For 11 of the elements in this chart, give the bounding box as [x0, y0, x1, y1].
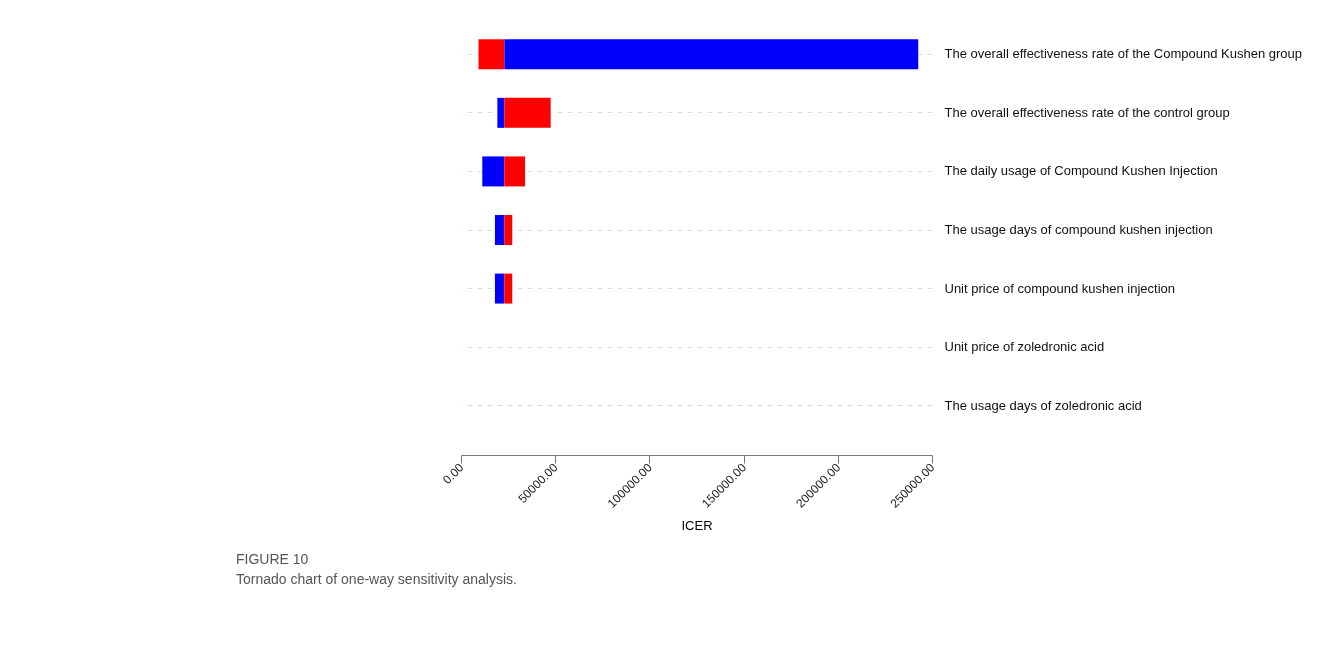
y-tick-label: The overall effectiveness rate of the control group: [944, 104, 1230, 120]
y-tick-label: The overall effectiveness rate of the Compound Kushen group: [944, 46, 1302, 62]
y-tick-label: Unit price of zoledronic acid: [944, 339, 1105, 355]
caption: FIGURE 10: [236, 551, 309, 567]
y-tick-label: Unit price of compound kushen injection: [944, 280, 1176, 296]
x-axis-title: ICER: [681, 517, 713, 533]
text: Tornado chart of one-way sensitivity analysis.: [236, 571, 517, 587]
y-tick-label: The daily usage of Compound Kushen Injection: [944, 163, 1218, 179]
y-tick-label: The usage days of zoledronic acid: [944, 397, 1142, 413]
y-tick-label: The usage days of compound kushen injection: [944, 222, 1213, 237]
x-tick-label: 0.00: [440, 460, 467, 487]
